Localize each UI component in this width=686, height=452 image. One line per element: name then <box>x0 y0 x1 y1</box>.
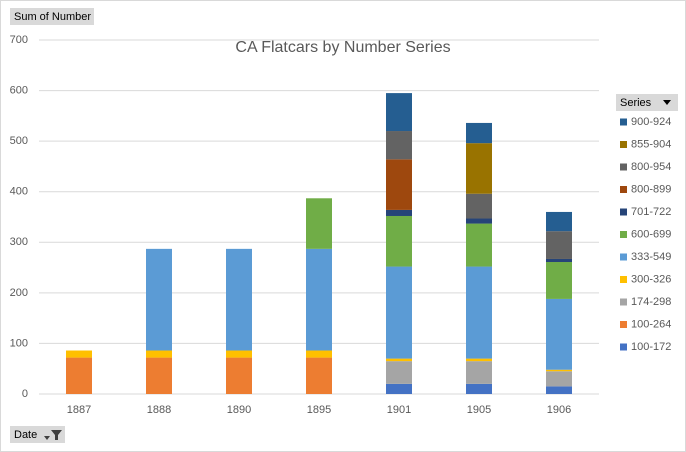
legend-label: 900-924 <box>631 116 671 128</box>
button-bg <box>616 94 678 111</box>
bar-segment <box>386 131 412 160</box>
bar-segment <box>386 361 412 384</box>
legend-swatch <box>620 298 627 306</box>
legend-label: 300-326 <box>631 273 671 285</box>
legend-swatch <box>620 276 627 283</box>
legend-label: 855-904 <box>631 138 671 150</box>
bar-segment <box>146 248 172 351</box>
dropdown-arrow <box>663 100 671 105</box>
button-label: Sum of Number <box>14 11 91 23</box>
legend-swatch <box>620 118 627 126</box>
bar-segment <box>306 198 332 249</box>
button-label: Series <box>620 97 652 109</box>
bar-segment <box>546 211 572 232</box>
legend-field-button[interactable]: Series <box>616 94 678 111</box>
button-bg <box>10 8 94 25</box>
legend-swatch <box>620 186 627 193</box>
bar-segment <box>386 209 412 216</box>
bar-segment <box>546 262 572 299</box>
legend-swatch <box>620 321 627 328</box>
bar-segment <box>386 383 412 394</box>
bar-segment <box>306 350 332 358</box>
bar-segment <box>146 357 172 394</box>
x-tick-label: 1901 <box>387 404 411 416</box>
legend-label: 100-172 <box>631 341 671 353</box>
button-label: Date <box>14 429 37 441</box>
bar-segment <box>386 266 412 359</box>
axis-field-button[interactable]: Date <box>10 426 65 443</box>
bar-segment <box>546 371 572 387</box>
x-tick-label: 1905 <box>467 404 491 416</box>
bar-segment <box>466 383 492 394</box>
bar-segment <box>546 231 572 259</box>
bar-segment <box>306 248 332 351</box>
y-tick-label: 0 <box>22 388 28 400</box>
legend-label: 100-264 <box>631 318 671 330</box>
bar-segment <box>546 298 572 370</box>
x-tick-label: 1906 <box>547 404 571 416</box>
legend-label: 701-722 <box>631 206 671 218</box>
legend-label: 800-954 <box>631 161 671 173</box>
legend-swatch <box>620 343 627 351</box>
x-tick-label: 1887 <box>67 404 91 416</box>
legend-label: 600-699 <box>631 228 671 240</box>
bar-segment <box>466 218 492 224</box>
legend-swatch <box>620 208 627 216</box>
bar-segment <box>306 357 332 394</box>
bar-segment <box>466 143 492 194</box>
y-tick-label: 300 <box>10 236 28 248</box>
x-tick-label: 1888 <box>147 404 171 416</box>
bar-segment <box>386 358 412 362</box>
bar-segment <box>66 350 92 358</box>
bar-segment <box>546 386 572 394</box>
filter-icon <box>44 430 62 440</box>
bar-segment <box>466 193 492 219</box>
x-tick-label: 1890 <box>227 404 251 416</box>
y-tick-label: 500 <box>10 135 28 147</box>
chart-title: CA Flatcars by Number Series <box>235 39 450 56</box>
legend-swatch <box>620 163 627 171</box>
bar-segment <box>226 357 252 394</box>
y-tick-label: 100 <box>10 337 28 349</box>
bar-segment <box>546 258 572 263</box>
bar-segment <box>146 350 172 358</box>
bar-segment <box>466 122 492 144</box>
legend-swatch <box>620 141 627 148</box>
y-tick-label: 600 <box>10 84 28 96</box>
legend-label: 174-298 <box>631 296 671 308</box>
bar-segment <box>386 93 412 132</box>
legend-swatch <box>620 231 627 238</box>
legend-label: 800-899 <box>631 183 671 195</box>
legend-swatch <box>620 253 627 261</box>
bar-segment <box>466 266 492 359</box>
y-tick-label: 200 <box>10 287 28 299</box>
bar-segment <box>226 350 252 358</box>
y-tick-label: 700 <box>10 34 28 46</box>
x-tick-label: 1895 <box>307 404 331 416</box>
bar-segment <box>386 159 412 210</box>
value-field-button[interactable]: Sum of Number <box>10 8 94 25</box>
bar-segment <box>466 358 492 362</box>
y-tick-label: 400 <box>10 186 28 198</box>
bar-segment <box>66 357 92 394</box>
bar-segment <box>466 361 492 384</box>
bar-segment <box>466 223 492 267</box>
bar-segment <box>546 369 572 372</box>
legend-label: 333-549 <box>631 251 671 263</box>
bar-segment <box>386 215 412 267</box>
bar-segment <box>226 248 252 351</box>
